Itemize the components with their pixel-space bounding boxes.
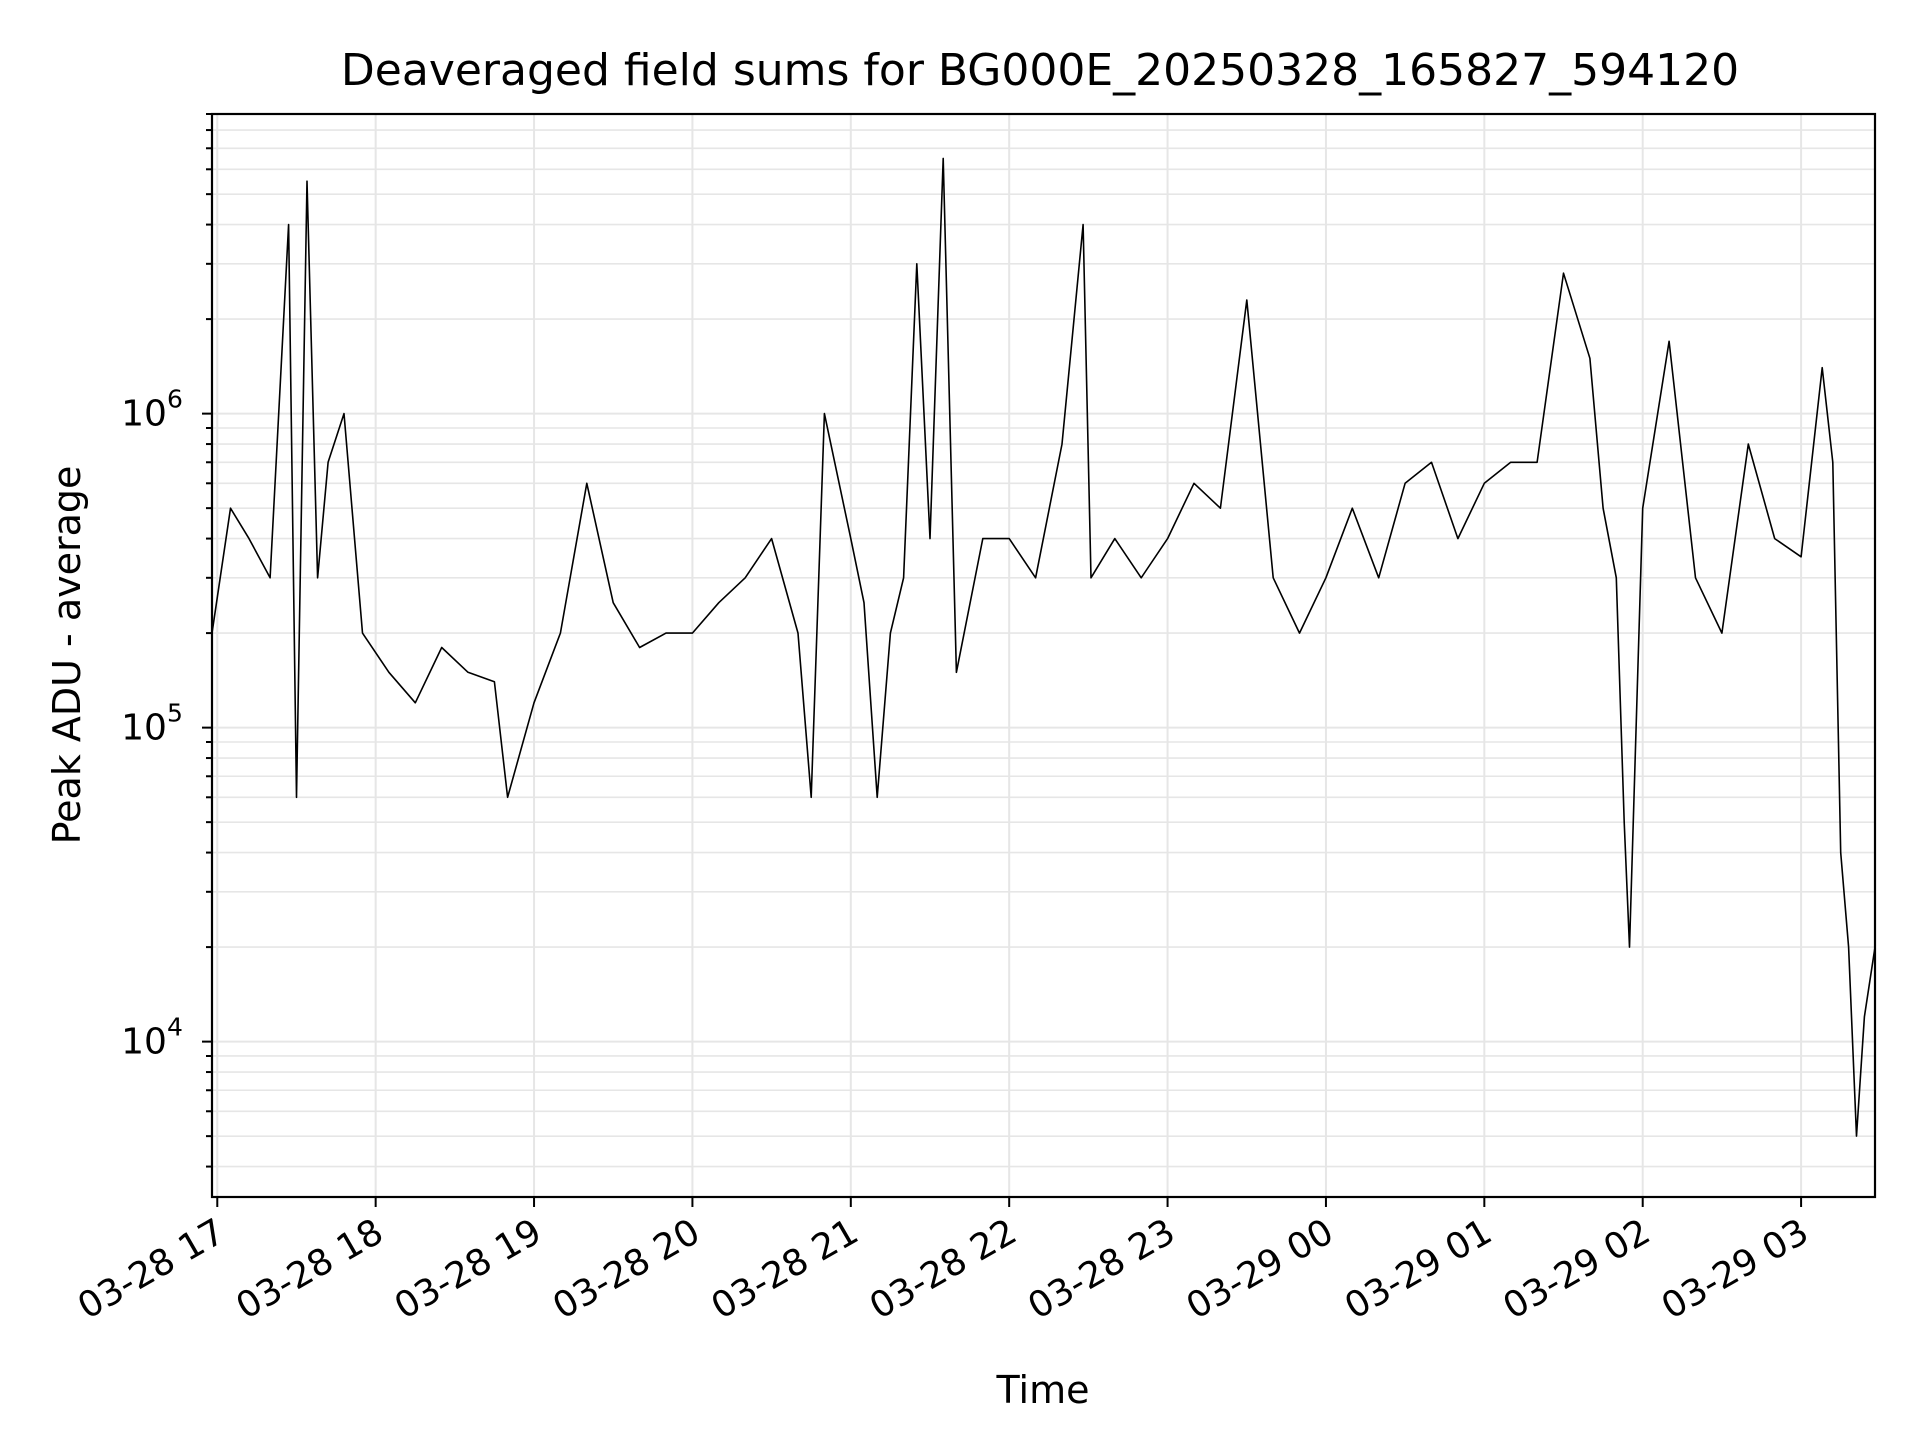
- x-tick-label: 03-28 17: [71, 1211, 232, 1327]
- y-tick-label: 105: [121, 699, 183, 749]
- y-tick-exponent: 5: [167, 699, 183, 728]
- x-tick-label: 03-28 22: [863, 1211, 1024, 1327]
- plot-frame: [210, 112, 1877, 1199]
- y-tick-exponent: 4: [167, 1013, 183, 1042]
- series-line: [211, 157, 1876, 1137]
- x-tick-label: 03-28 21: [705, 1211, 866, 1327]
- x-tick-label: 03-29 03: [1655, 1211, 1816, 1327]
- x-tick-label: 03-28 18: [229, 1211, 390, 1327]
- y-tick-label: 106: [121, 385, 183, 435]
- x-tick-label: 03-29 00: [1180, 1211, 1341, 1327]
- x-tick-label: 03-28 20: [546, 1211, 707, 1327]
- y-tick-base: 10: [121, 394, 167, 435]
- series-line-group: [211, 157, 1876, 1137]
- grid: [212, 113, 1875, 1197]
- x-tick-label: 03-28 19: [388, 1211, 549, 1327]
- x-tick-label: 03-28 23: [1021, 1211, 1182, 1327]
- y-tick-label: 104: [121, 1013, 183, 1063]
- y-axis-label: Peak ADU - average: [45, 466, 89, 845]
- chart-title: Deaveraged field sums for BG000E_2025032…: [341, 45, 1739, 96]
- y-tick-base: 10: [121, 708, 167, 749]
- x-tick-label: 03-29 02: [1497, 1211, 1658, 1327]
- y-tick-base: 10: [121, 1022, 167, 1063]
- y-tick-exponent: 6: [167, 385, 183, 414]
- x-tick-label: 03-29 01: [1338, 1211, 1499, 1327]
- x-axis-label: Time: [996, 1368, 1090, 1412]
